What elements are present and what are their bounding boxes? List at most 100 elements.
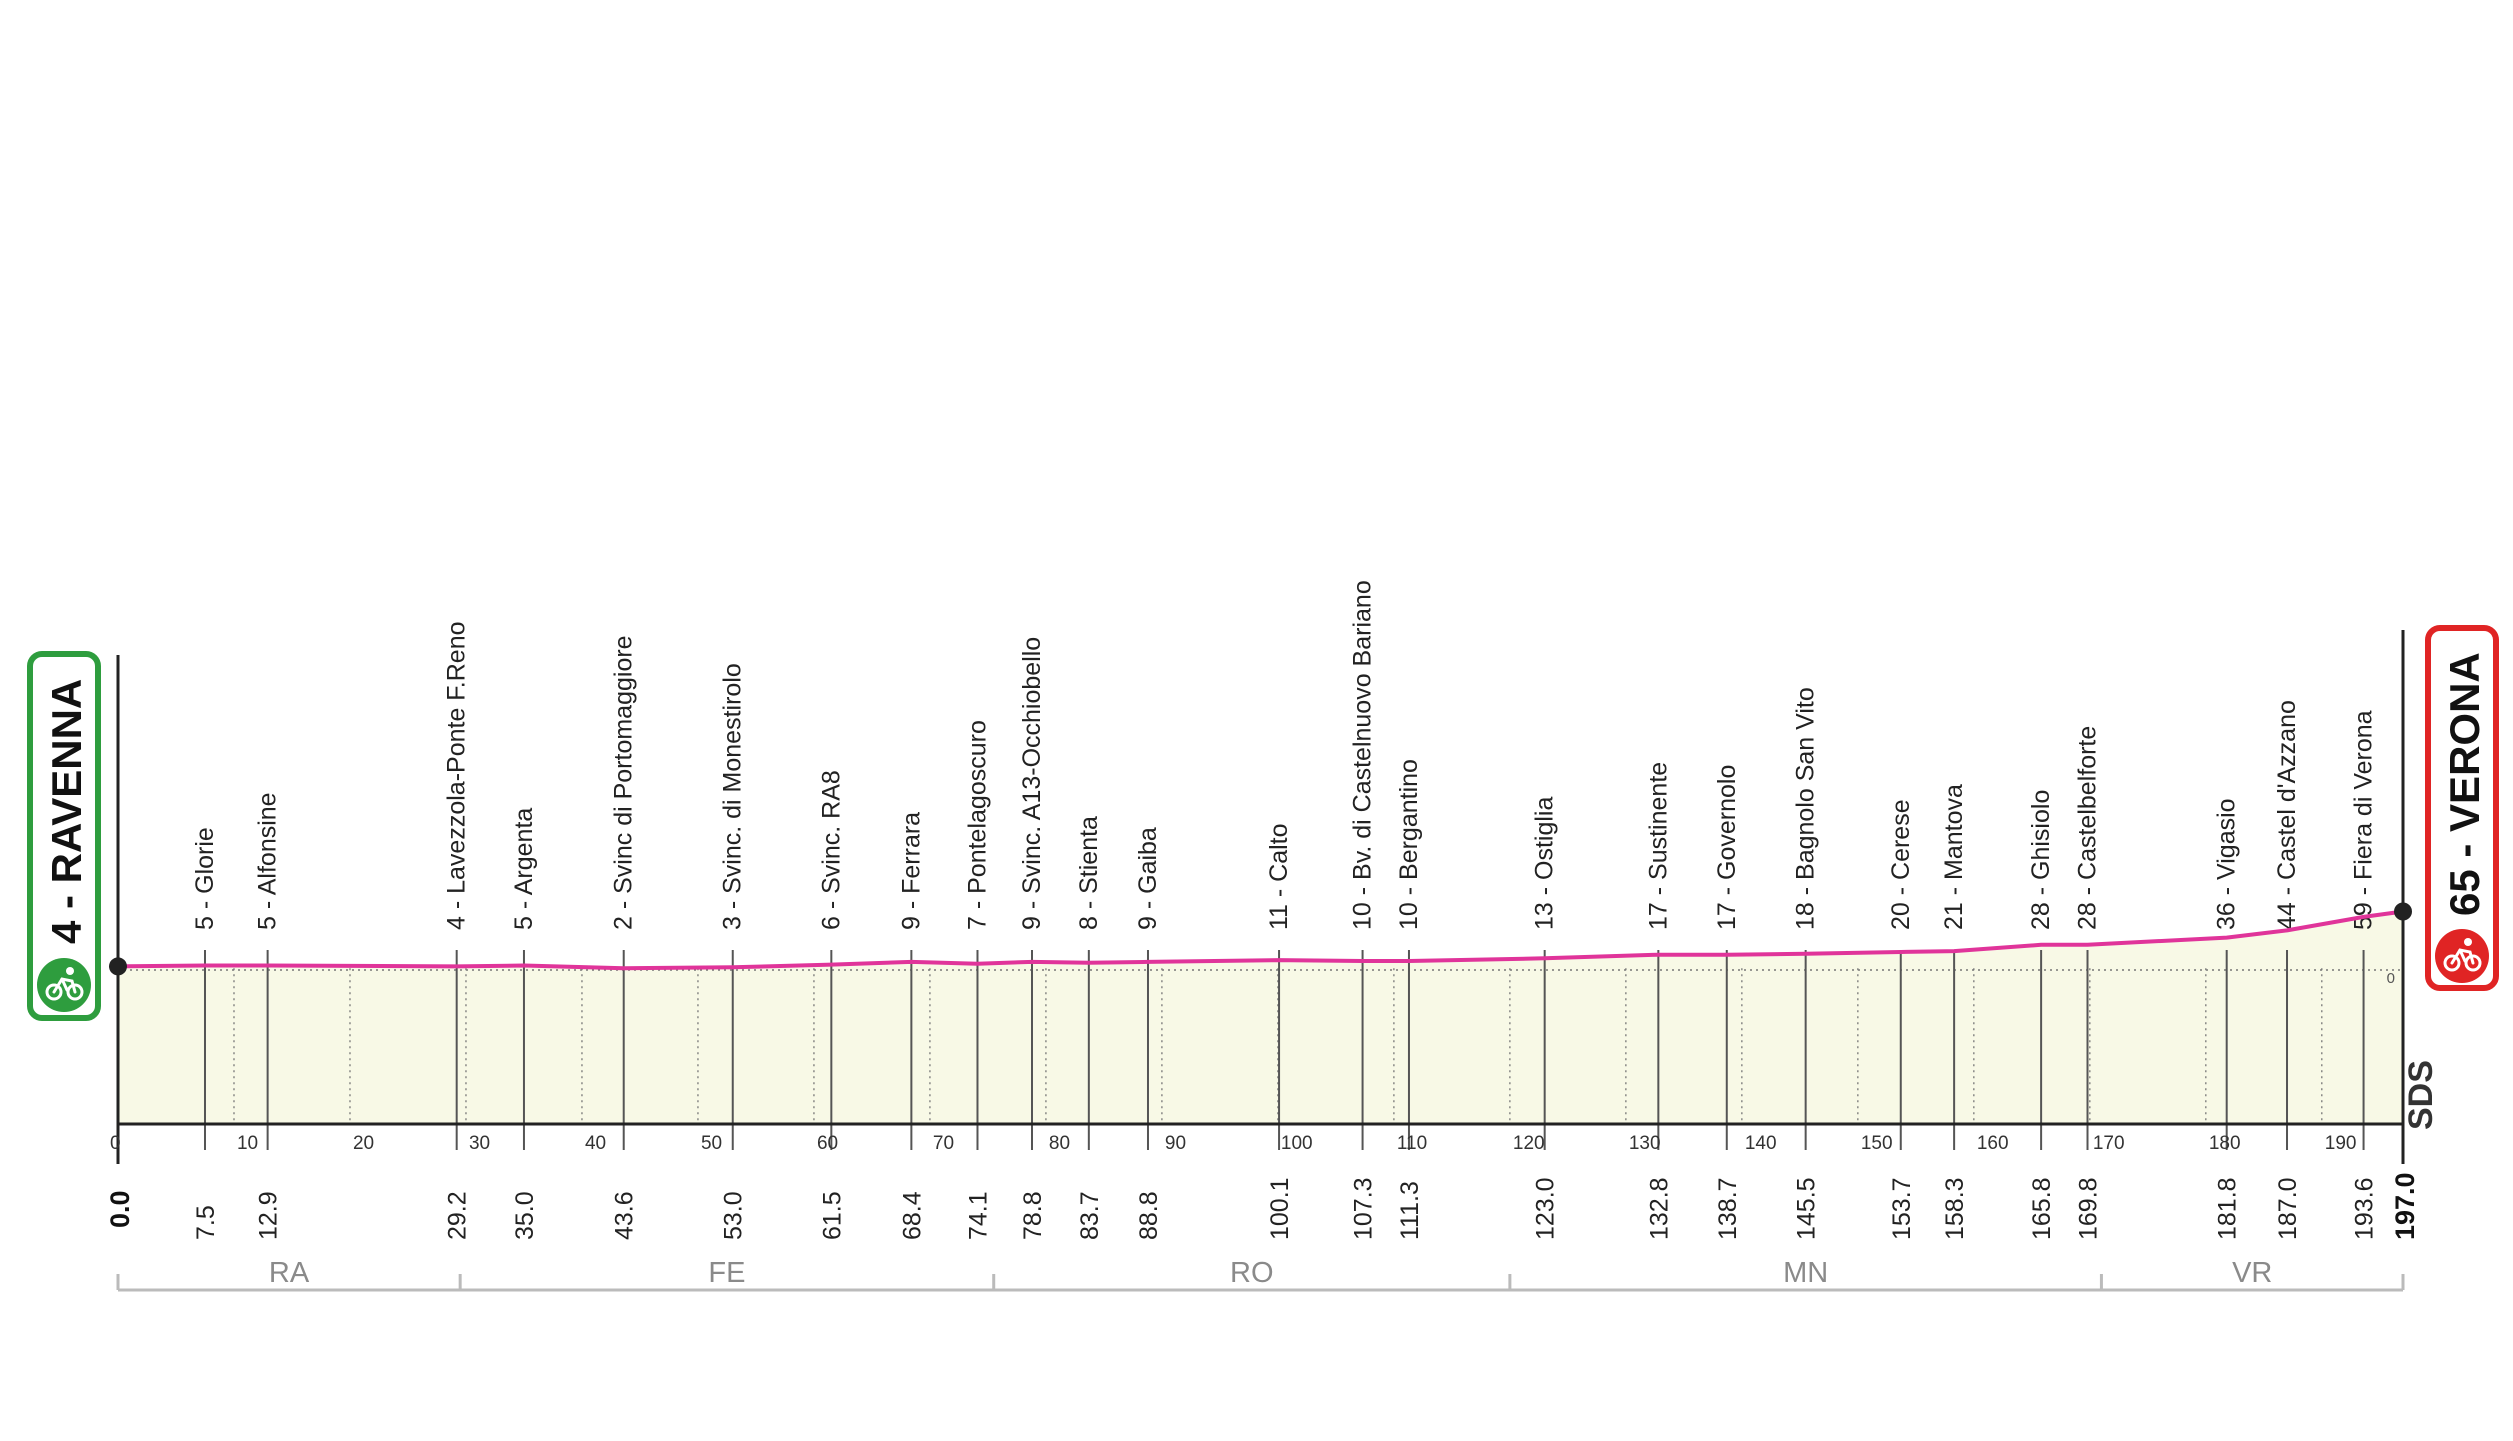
x-tick-label: 50 (701, 1133, 722, 1154)
waypoint-km-label: 88.8 (1135, 1191, 1163, 1240)
waypoint-km-label: 107.3 (1350, 1177, 1378, 1240)
cyclist-icon (2443, 938, 2482, 972)
waypoint-km-label: 193.6 (2351, 1177, 2379, 1240)
start-km-label: 0.0 (105, 1190, 135, 1228)
waypoint-km-label: 7.5 (192, 1205, 220, 1240)
waypoint-km-label: 12.9 (255, 1191, 283, 1240)
waypoint-km-label: 187.0 (2274, 1177, 2302, 1240)
waypoint-label: 11 - Calto (1265, 823, 1293, 930)
waypoint-label: 10 - Bv. di Castelnuovo Bariano (1349, 580, 1377, 930)
province-label: MN (1783, 1257, 1828, 1289)
start-dot (109, 957, 127, 976)
waypoint-label: 2 - Svinc di Portomaggiore (610, 635, 638, 930)
waypoint-label: 4 - Lavezzola-Ponte F.Reno (443, 621, 471, 930)
finish-box: 65 - VERONA (2425, 625, 2499, 991)
waypoint-km-label: 100.1 (1266, 1177, 1294, 1240)
waypoint-km-label: 138.7 (1714, 1177, 1742, 1240)
cyclist-icon (45, 967, 84, 1001)
x-tick-label: 80 (1049, 1133, 1070, 1154)
waypoint-km-label: 78.8 (1019, 1191, 1047, 1240)
waypoint-label: 8 - Stienta (1075, 816, 1103, 930)
waypoint-label: 18 - Bagnolo San Vito (1792, 687, 1820, 930)
waypoint-km-label: 145.5 (1793, 1177, 1821, 1240)
zero-altitude-label: 0 (2387, 970, 2395, 987)
waypoint-label: 21 - Mantova (1940, 784, 1968, 930)
x-tick-label: 90 (1165, 1133, 1186, 1154)
x-tick-label: 170 (2093, 1133, 2125, 1154)
start-label: 4 - RAVENNA (43, 679, 90, 944)
waypoint-label: 3 - Svinc. di Monestirolo (719, 663, 747, 930)
province-label: FE (708, 1257, 745, 1289)
x-tick-label: 120 (1513, 1133, 1545, 1154)
waypoint-label: 5 - Alfonsine (254, 792, 282, 930)
waypoint-km-label: 74.1 (964, 1191, 992, 1240)
waypoint-label: 59 - Fiera di Verona (2350, 710, 2378, 930)
finish-dot (2394, 902, 2412, 921)
province-label: VR (2232, 1257, 2272, 1289)
waypoint-km-label: 29.2 (444, 1191, 472, 1240)
x-tick-label: 110 (1397, 1133, 1427, 1154)
waypoint-label: 7 - Pontelagoscuro (963, 720, 991, 930)
rider-head (2464, 938, 2472, 946)
x-tick-label: 160 (1977, 1133, 2009, 1154)
x-tick-label: 190 (2325, 1133, 2357, 1154)
profile-line (117, 909, 2404, 971)
waypoint-label: 13 - Ostiglia (1531, 797, 1559, 930)
wheel-back (2443, 954, 2461, 972)
waypoint-label: 9 - Gaiba (1134, 827, 1162, 930)
province-label: RA (269, 1257, 310, 1289)
waypoint-km-label: 181.8 (2214, 1177, 2242, 1240)
waypoint-km-label: 35.0 (511, 1191, 539, 1240)
waypoint-label: 5 - Argenta (510, 808, 538, 930)
waypoint-km-label: 158.3 (1941, 1177, 1969, 1240)
x-tick-label: 150 (1861, 1133, 1893, 1154)
waypoint-km-label: 53.0 (720, 1191, 748, 1240)
x-tick-label: 40 (585, 1133, 606, 1154)
x-tick-label: 60 (817, 1133, 838, 1154)
total-km-label: 197.0 (2390, 1172, 2420, 1240)
waypoint-label: 20 - Cerese (1887, 799, 1915, 930)
bike-frame (2450, 948, 2475, 965)
waypoint-label: 28 - Ghisiolo (2027, 790, 2055, 930)
x-tick-label: 0 (110, 1133, 121, 1154)
x-tick-label: 20 (353, 1133, 374, 1154)
wheel-back (45, 983, 63, 1001)
waypoint-km-label: 169.8 (2075, 1177, 2103, 1240)
x-tick-label: 130 (1629, 1133, 1661, 1154)
x-tick-label: 100 (1281, 1133, 1313, 1154)
waypoint-label: 10 - Bergantino (1395, 759, 1423, 930)
start-box-frame (27, 651, 101, 1021)
province-label: RO (1230, 1257, 1274, 1289)
x-tick-label: 140 (1745, 1133, 1777, 1154)
rider-head (66, 967, 74, 975)
profile-area (118, 911, 2403, 1124)
x-tick-label: 70 (933, 1133, 954, 1154)
waypoint-label: 9 - Svinc. A13-Occhiobello (1018, 637, 1046, 930)
waypoint-km-label: 132.8 (1645, 1177, 1673, 1240)
waypoint-km-label: 165.8 (2028, 1177, 2056, 1240)
x-tick-label: 180 (2209, 1133, 2241, 1154)
wheel-front (2464, 954, 2482, 972)
waypoint-label: 28 - Castelbelforte (2074, 726, 2102, 930)
waypoint-km-label: 68.4 (898, 1191, 926, 1240)
finish-label: 65 - VERONA (2441, 652, 2488, 916)
waypoint-label: 44 - Castel d'Azzano (2273, 700, 2301, 930)
x-tick-label: 30 (469, 1133, 490, 1154)
waypoint-km-label: 111.3 (1396, 1181, 1424, 1240)
waypoint-label: 17 - Sustinente (1644, 762, 1672, 930)
x-tick-label: 10 (237, 1133, 258, 1154)
waypoint-km-label: 83.7 (1076, 1191, 1104, 1240)
waypoint-label: 5 - Glorie (191, 827, 219, 930)
waypoint-km-label: 123.0 (1532, 1177, 1560, 1240)
waypoint-km-label: 43.6 (611, 1191, 639, 1240)
waypoint-label: 9 - Ferrara (897, 812, 925, 930)
bike-frame (52, 977, 77, 994)
waypoint-km-label: 153.7 (1888, 1177, 1916, 1240)
finish-box-frame (2425, 625, 2499, 991)
waypoint-label: 17 - Governolo (1713, 765, 1741, 930)
start-box: 4 - RAVENNA (27, 651, 101, 1021)
sds-logo: SDS (2402, 1060, 2440, 1130)
waypoint-label: 36 - Vigasio (2213, 798, 2241, 930)
